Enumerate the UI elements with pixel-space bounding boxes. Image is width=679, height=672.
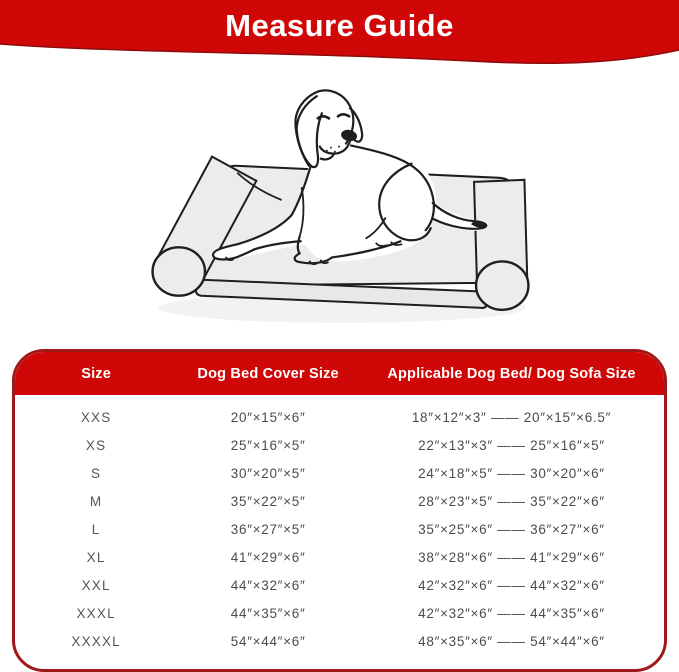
applicable-size-cell: 38″×28″×6″ —— 41″×29″×6″ — [418, 549, 605, 565]
table-row: L 36″×27″×5″ 35″×25″×6″ —— 36″×27″×6″ — [15, 515, 664, 543]
cover-size-cell: 41″×29″×6″ — [230, 549, 306, 565]
applicable-size-cell: 28″×23″×5″ —— 35″×22″×6″ — [418, 493, 605, 509]
column-header-size: Size — [81, 365, 112, 382]
dog-on-bed-line-art — [150, 89, 530, 323]
applicable-size-cell: 35″×25″×6″ —— 36″×27″×6″ — [418, 521, 605, 537]
applicable-size-cell: 48″×35″×6″ —— 54″×44″×6″ — [418, 633, 605, 649]
dog-nose — [340, 129, 357, 142]
size-cell: M — [89, 493, 103, 509]
table-row: XXXXL 54″×44″×6″ 48″×35″×6″ —— 54″×44″×6… — [15, 627, 664, 655]
applicable-size-cell: 18″×12″×3″ —— 20″×15″×6.5″ — [411, 409, 612, 425]
size-chart-table: Size Dog Bed Cover Size Applicable Dog B… — [12, 349, 667, 672]
table-row: XXS 20″×15″×6″ 18″×12″×3″ —— 20″×15″×6.5… — [15, 403, 664, 431]
applicable-size-cell: 42″×32″×6″ —— 44″×32″×6″ — [418, 577, 605, 593]
applicable-size-cell: 22″×13″×3″ —— 25″×16″×5″ — [418, 437, 605, 453]
size-chart-body: XXS 20″×15″×6″ 18″×12″×3″ —— 20″×15″×6.5… — [15, 395, 664, 669]
table-row: XXL 44″×32″×6″ 42″×32″×6″ —— 44″×32″×6″ — [15, 571, 664, 599]
size-chart-header-row: Size Dog Bed Cover Size Applicable Dog B… — [15, 352, 664, 395]
header-banner: Measure Guide — [0, 0, 679, 66]
cover-size-cell: 25″×16″×5″ — [230, 437, 306, 453]
cover-size-cell: 36″×27″×5″ — [230, 521, 306, 537]
size-cell: XL — [86, 549, 106, 565]
applicable-size-cell: 42″×32″×6″ —— 44″×35″×6″ — [418, 605, 605, 621]
cover-size-cell: 30″×20″×5″ — [230, 465, 306, 481]
dog-bed-illustration — [128, 72, 552, 334]
table-row: XXXL 44″×35″×6″ 42″×32″×6″ —— 44″×35″×6″ — [15, 599, 664, 627]
table-row: XL 41″×29″×6″ 38″×28″×6″ —— 41″×29″×6″ — [15, 543, 664, 571]
cover-size-cell: 20″×15″×6″ — [230, 409, 306, 425]
table-row: XS 25″×16″×5″ 22″×13″×3″ —— 25″×16″×5″ — [15, 431, 664, 459]
column-header-applicable-size: Applicable Dog Bed/ Dog Sofa Size — [387, 365, 636, 382]
size-cell: XXXL — [76, 605, 116, 621]
cover-size-cell: 35″×22″×5″ — [230, 493, 306, 509]
size-cell: L — [91, 521, 101, 537]
size-cell: XXL — [81, 577, 111, 593]
table-row: M 35″×22″×5″ 28″×23″×5″ —— 35″×22″×6″ — [15, 487, 664, 515]
page-title: Measure Guide — [225, 8, 454, 43]
size-cell: XXXXL — [71, 633, 121, 649]
cover-size-cell: 44″×32″×6″ — [230, 577, 306, 593]
banner-ribbon-shape — [0, 0, 679, 65]
applicable-size-cell: 24″×18″×5″ —— 30″×20″×6″ — [418, 465, 605, 481]
size-cell: XXS — [80, 409, 112, 425]
column-header-cover-size: Dog Bed Cover Size — [197, 365, 339, 382]
size-cell: S — [91, 465, 102, 481]
cover-size-cell: 44″×35″×6″ — [230, 605, 306, 621]
size-cell: XS — [85, 437, 107, 453]
table-row: S 30″×20″×5″ 24″×18″×5″ —— 30″×20″×6″ — [15, 459, 664, 487]
cover-size-cell: 54″×44″×6″ — [230, 633, 306, 649]
